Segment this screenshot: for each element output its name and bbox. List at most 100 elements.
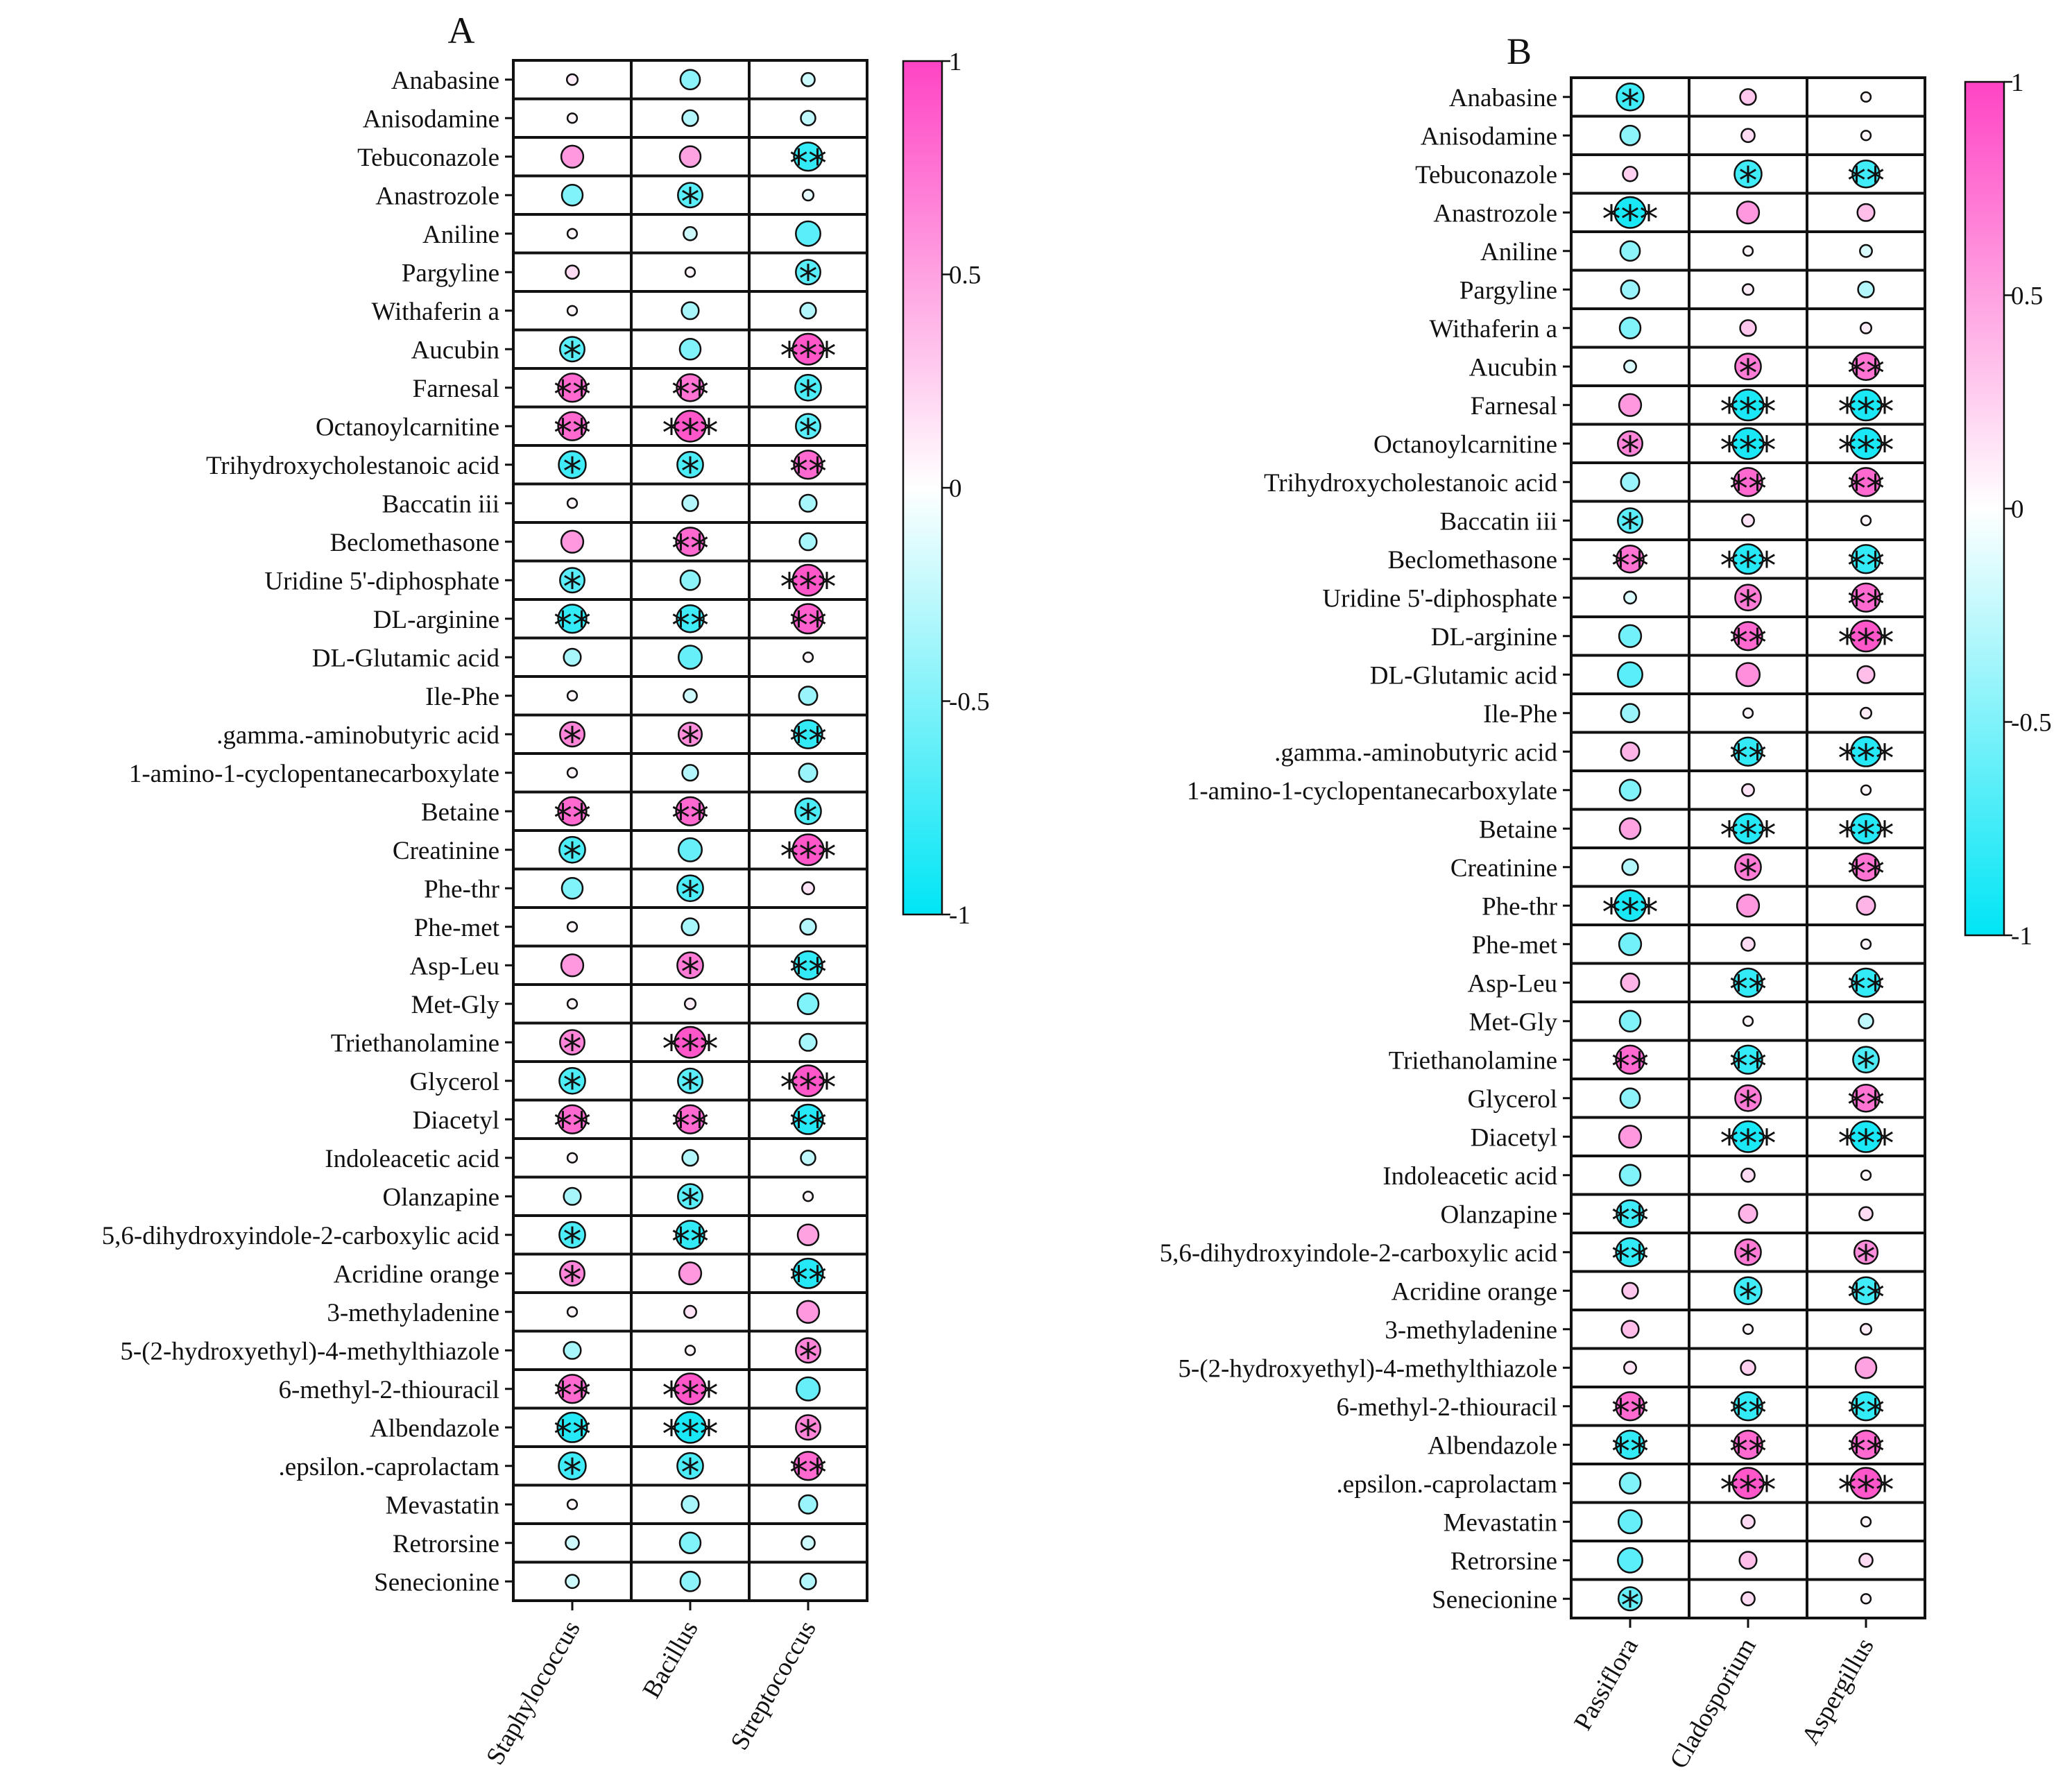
corr-circle-met-gly-passiflora bbox=[1618, 1010, 1642, 1032]
row-label-uridine-5-diphosphate: Uridine 5'-diphosphate bbox=[264, 567, 499, 595]
significance-stars: * bbox=[681, 1066, 700, 1109]
column-label-aspergillus: Aspergillus bbox=[1796, 1633, 1879, 1750]
corr-circle-farnesal-staphylococcus bbox=[557, 373, 588, 403]
corr-circle-epsilon-caprolactam-streptococcus bbox=[793, 1451, 823, 1481]
significance-stars: * bbox=[681, 450, 700, 493]
row-label-anabasine: Anabasine bbox=[1449, 84, 1557, 112]
corr-circle-withaferin-a-staphylococcus bbox=[566, 305, 579, 316]
row-label-diacetyl: Diacetyl bbox=[413, 1106, 499, 1134]
corr-circle-beclomethasone-passiflora bbox=[1616, 545, 1645, 574]
row-label-anabasine: Anabasine bbox=[391, 67, 499, 95]
row-label-retrorsine: Retrorsine bbox=[1450, 1547, 1557, 1576]
significance-stars: *** bbox=[662, 1412, 719, 1456]
corr-circle-betaine-bacillus bbox=[675, 796, 705, 826]
corr-circle-6-methyl-2-thiouracil-passiflora bbox=[1615, 1391, 1645, 1422]
corr-circle-betaine-streptococcus bbox=[794, 797, 822, 826]
corr-circle-trihydroxycholestanoic-acid-cladosporium bbox=[1733, 467, 1763, 497]
corr-circle-epsilon-caprolactam-staphylococcus bbox=[558, 1452, 587, 1481]
column-label-staphylococcus: Staphylococcus bbox=[481, 1616, 586, 1770]
significance-stars: * bbox=[563, 835, 582, 878]
corr-circle-phe-met-passiflora bbox=[1618, 932, 1643, 956]
significance-stars: * bbox=[1739, 582, 1758, 626]
corr-circle-pargyline-streptococcus bbox=[795, 259, 821, 286]
corr-circle-1-amino-1-cyclopentanecarboxylate-passiflora bbox=[1618, 778, 1642, 801]
significance-stars: ** bbox=[789, 1451, 827, 1495]
corr-circle-5-6-dihydroxyindole-2-carboxylic-acid-staphylococcus bbox=[558, 1220, 586, 1249]
corr-circle-ile-phe-bacillus bbox=[683, 688, 698, 704]
significance-stars: ** bbox=[1611, 1044, 1649, 1088]
colorbar-tick-label: 1 bbox=[2011, 69, 2024, 97]
corr-circle-tebuconazole-aspergillus bbox=[1851, 160, 1881, 189]
corr-circle-ile-phe-streptococcus bbox=[798, 686, 819, 706]
row-label-farnesal: Farnesal bbox=[1471, 392, 1557, 420]
corr-circle-baccatin-iii-passiflora bbox=[1617, 507, 1643, 534]
row-label-dl-arginine: DL-arginine bbox=[1431, 623, 1557, 652]
corr-circle-dl-arginine-aspergillus bbox=[1849, 620, 1883, 653]
significance-stars: * bbox=[563, 1027, 582, 1071]
significance-stars: *** bbox=[1720, 1121, 1776, 1165]
corr-circle-mevastatin-bacillus bbox=[680, 1495, 700, 1514]
corr-circle-creatinine-streptococcus bbox=[791, 833, 825, 867]
corr-circle-indoleacetic-acid-streptococcus bbox=[800, 1150, 816, 1166]
corr-circle-5-6-dihydroxyindole-2-carboxylic-acid-bacillus bbox=[675, 1220, 705, 1250]
row-label-creatinine: Creatinine bbox=[1450, 854, 1557, 883]
corr-circle-asp-leu-cladosporium bbox=[1733, 967, 1763, 998]
row-label-albendazole: Albendazole bbox=[370, 1414, 499, 1442]
corr-circle-octanoylcarnitine-bacillus bbox=[674, 409, 707, 443]
corr-circle-3-methyladenine-bacillus bbox=[683, 1304, 697, 1319]
corr-circle-octanoylcarnitine-aspergillus bbox=[1849, 427, 1883, 460]
corr-circle-albendazole-staphylococcus bbox=[556, 1411, 588, 1443]
corr-circle-aucubin-streptococcus bbox=[791, 332, 825, 366]
significance-stars: *** bbox=[1838, 1468, 1894, 1512]
corr-circle-mevastatin-staphylococcus bbox=[566, 1499, 579, 1510]
row-label-aniline: Aniline bbox=[1480, 238, 1557, 266]
significance-stars: * bbox=[681, 950, 700, 994]
corr-circle-betaine-aspergillus bbox=[1850, 812, 1882, 844]
significance-stars: ** bbox=[1847, 467, 1885, 511]
corr-circle-5-6-dihydroxyindole-2-carboxylic-acid-passiflora bbox=[1615, 1237, 1645, 1268]
corr-circle-aucubin-staphylococcus bbox=[559, 336, 585, 363]
row-label-asp-leu: Asp-Leu bbox=[410, 952, 499, 980]
corr-circle-glycerol-cladosporium bbox=[1734, 1084, 1762, 1112]
corr-circle-aniline-aspergillus bbox=[1859, 244, 1873, 258]
row-label-tebuconazole: Tebuconazole bbox=[1415, 161, 1557, 189]
corr-circle-phe-met-streptococcus bbox=[799, 918, 817, 936]
significance-stars: * bbox=[1621, 505, 1640, 549]
corr-circle-acridine-orange-staphylococcus bbox=[559, 1260, 585, 1287]
corr-circle-acridine-orange-bacillus bbox=[678, 1261, 703, 1286]
corr-circle-5-6-dihydroxyindole-2-carboxylic-acid-cladosporium bbox=[1734, 1238, 1762, 1266]
significance-stars: * bbox=[681, 1451, 700, 1495]
row-label-5-2-hydroxyethyl-4-methylthiazole: 5-(2-hydroxyethyl)-4-methylthiazole bbox=[120, 1337, 499, 1365]
significance-stars: ** bbox=[789, 719, 827, 763]
corr-circle-baccatin-iii-bacillus bbox=[681, 494, 699, 512]
corr-circle-6-methyl-2-thiouracil-bacillus bbox=[674, 1372, 707, 1406]
row-label-aucubin: Aucubin bbox=[411, 336, 499, 364]
corr-circle-mevastatin-aspergillus bbox=[1860, 1516, 1872, 1528]
corr-circle-retrorsine-cladosporium bbox=[1738, 1551, 1758, 1570]
significance-stars: * bbox=[563, 565, 582, 608]
corr-circle-5-6-dihydroxyindole-2-carboxylic-acid-streptococcus bbox=[796, 1223, 820, 1246]
row-label-epsilon-caprolactam: .epsilon.-caprolactam bbox=[279, 1453, 500, 1481]
corr-circle-pargyline-bacillus bbox=[684, 266, 696, 278]
row-label-albendazole: Albendazole bbox=[1428, 1431, 1557, 1460]
corr-circle-glycerol-streptococcus bbox=[791, 1064, 825, 1098]
corr-circle-gamma-aminobutyric-acid-passiflora bbox=[1620, 741, 1641, 762]
corr-circle-baccatin-iii-streptococcus bbox=[798, 493, 818, 513]
corr-circle-pargyline-cladosporium bbox=[1741, 283, 1755, 296]
corr-circle-tebuconazole-streptococcus bbox=[793, 142, 823, 172]
significance-stars: * bbox=[1739, 1275, 1758, 1319]
significance-stars: ** bbox=[1729, 1429, 1767, 1473]
significance-stars: *** bbox=[1838, 390, 1894, 434]
corr-circle-octanoylcarnitine-streptococcus bbox=[795, 413, 821, 440]
corr-circle-1-amino-1-cyclopentanecarboxylate-cladosporium bbox=[1741, 783, 1755, 797]
significance-stars: ** bbox=[1729, 736, 1767, 780]
row-label-trihydroxycholestanoic-acid: Trihydroxycholestanoic acid bbox=[206, 452, 500, 480]
row-label-anisodamine: Anisodamine bbox=[363, 105, 499, 133]
corr-circle-withaferin-a-cladosporium bbox=[1739, 319, 1757, 337]
corr-circle-dl-glutamic-acid-bacillus bbox=[677, 645, 703, 670]
corr-circle-dl-glutamic-acid-staphylococcus bbox=[563, 647, 582, 667]
corr-circle-beclomethasone-streptococcus bbox=[798, 532, 818, 552]
corr-circle-anabasine-streptococcus bbox=[800, 71, 816, 87]
corr-circle-asp-leu-bacillus bbox=[676, 951, 704, 980]
row-label-senecionine: Senecionine bbox=[374, 1568, 499, 1597]
